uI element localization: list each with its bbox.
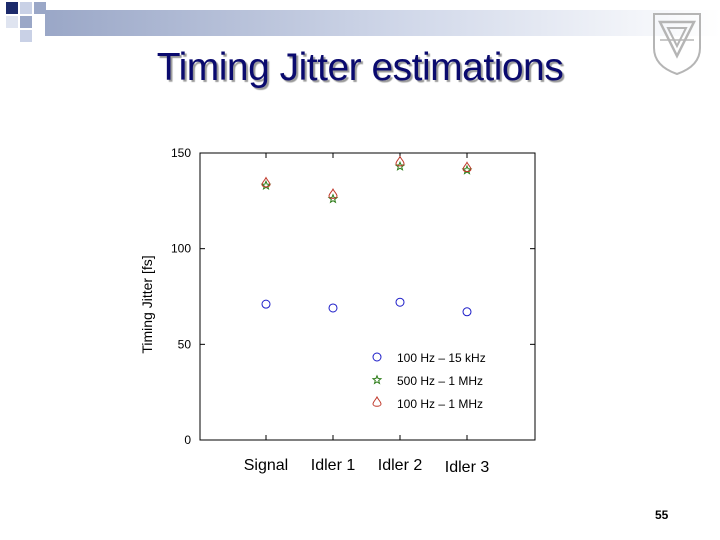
y-tick-label: 50 [178, 337, 192, 351]
x-category-label: Signal [244, 457, 288, 474]
plot-frame [199, 152, 536, 441]
data-point-diamond [395, 155, 405, 167]
legend-marker-circle [372, 352, 382, 362]
data-point-diamond [462, 161, 472, 173]
data-point-diamond [261, 176, 271, 188]
legend-marker-star [371, 374, 383, 385]
data-point-circle [261, 299, 271, 309]
y-tick-label: 150 [171, 146, 191, 160]
legend-label: 100 Hz – 15 kHz [397, 351, 486, 365]
y-tick-label: 100 [171, 242, 191, 256]
x-category-label: Idler 2 [378, 457, 423, 474]
data-point-circle [328, 303, 338, 313]
slide-title: Timing Jitter estimations [156, 46, 564, 89]
legend-label: 500 Hz – 1 MHz [397, 374, 483, 388]
y-tick-label: 0 [184, 433, 191, 447]
legend-marker-diamond [372, 395, 382, 407]
y-axis-label: Timing Jitter [fs] [139, 255, 155, 353]
x-category-label: Idler 1 [311, 457, 356, 474]
data-point-circle [462, 307, 472, 317]
university-emblem-icon [653, 13, 701, 76]
data-point-diamond [328, 187, 338, 199]
x-category-label: Idler 3 [445, 459, 490, 476]
legend-label: 100 Hz – 1 MHz [397, 397, 483, 411]
decorative-header-strip [6, 2, 720, 42]
page-number: 55 [655, 508, 669, 522]
data-point-circle [395, 297, 405, 307]
